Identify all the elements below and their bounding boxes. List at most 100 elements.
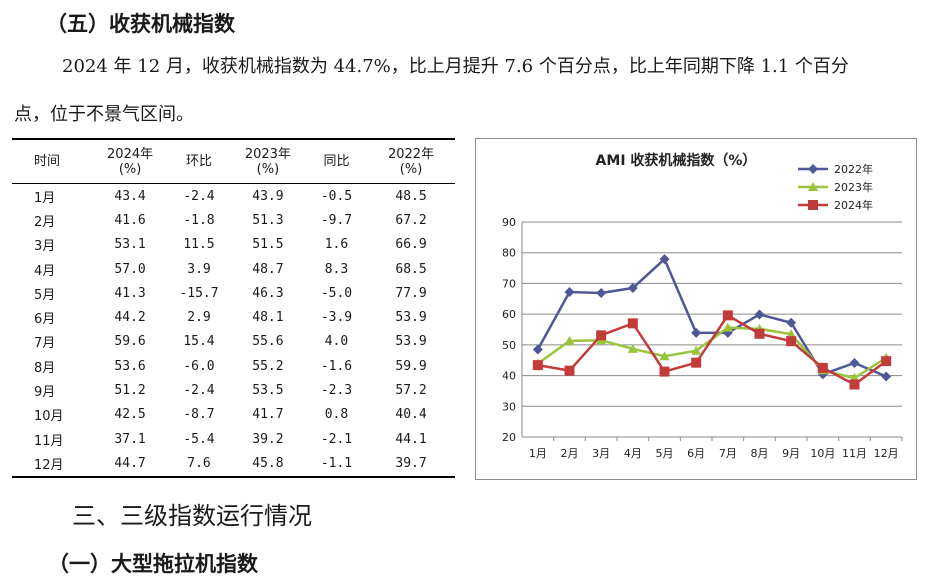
table-cell: 51.3 <box>252 212 284 228</box>
table-cell: -9.7 <box>320 212 353 228</box>
x-tick-label: 3月 <box>592 447 610 460</box>
table-cell: -8.7 <box>183 407 215 423</box>
table-cell: 6月 <box>34 312 56 328</box>
table-row: 3月 53.1 11.5 51.5 1.6 66.9 <box>12 233 455 257</box>
table-row: 10月 42.5 -8.7 41.7 0.8 40.4 <box>12 403 455 427</box>
table-row: 11月 37.1 -5.4 39.2 -2.1 44.1 <box>12 427 455 451</box>
table-cell: 43.4 <box>114 188 146 204</box>
data-point <box>564 335 575 345</box>
data-point <box>849 379 860 390</box>
table-header-cell: 时间 <box>34 154 61 169</box>
table-cell: 41.3 <box>114 285 146 301</box>
table-cell: -2.4 <box>183 383 215 399</box>
table-cell: 37.1 <box>114 431 146 447</box>
data-point <box>627 343 638 353</box>
y-tick-label: 40 <box>502 370 516 383</box>
series-line-2022年 <box>536 257 887 378</box>
table-row: 4月 57.0 3.9 48.7 8.3 68.5 <box>12 257 455 281</box>
table-cell: 3月 <box>34 239 56 255</box>
data-point <box>786 336 797 347</box>
table-header-cell: 2023年 (%) <box>244 146 291 177</box>
table-cell: 48.5 <box>395 188 427 204</box>
data-point <box>881 371 892 382</box>
table-cell: 1月 <box>34 190 56 206</box>
legend-marker <box>808 164 818 174</box>
table-cell: -15.7 <box>179 285 219 301</box>
data-point <box>596 330 607 341</box>
table-cell: 11月 <box>34 433 64 449</box>
data-point <box>532 344 543 355</box>
table-cell: 2月 <box>34 214 56 230</box>
index-table: 时间 2024年 (%) 环比 2023年 (%) 同比 2022年 (%) 1月 43.4… <box>12 138 455 478</box>
table-cell: -3.9 <box>320 310 353 326</box>
index-table-container: 时间 2024年 (%) 环比 2023年 (%) 同比 2022年 (%) 1月 43.4… <box>12 138 455 478</box>
table-cell: -1.1 <box>320 455 353 471</box>
data-point <box>659 351 670 361</box>
data-point <box>786 329 797 339</box>
table-cell: -0.5 <box>320 188 353 204</box>
data-point <box>659 254 670 265</box>
table-cell: 39.7 <box>395 455 427 471</box>
table-cell: 39.2 <box>252 431 284 447</box>
table-cell: 1.6 <box>324 237 349 253</box>
line-chart: AMI 收获机械指数（%） 20 30 40 50 60 70 80 90 1月 2月 3月 4月 5月 6… <box>502 152 903 460</box>
data-point <box>786 317 797 328</box>
table-cell: 7.6 <box>187 455 211 471</box>
legend-marker <box>808 182 818 191</box>
table-cell: 68.5 <box>395 261 427 277</box>
data-point <box>722 322 733 332</box>
table-cell: 53.6 <box>114 358 146 374</box>
table-header-cell: 2024年 (%) <box>107 146 154 177</box>
x-tick-label: 12月 <box>874 447 899 460</box>
data-point <box>596 287 607 298</box>
table-cell: 44.2 <box>114 310 146 326</box>
table-cell: 11.5 <box>183 237 215 253</box>
x-tick-label: 8月 <box>751 447 769 460</box>
table-cell: 10月 <box>34 409 64 425</box>
data-point <box>691 357 702 368</box>
table-cell: 43.9 <box>252 188 284 204</box>
table-cell: 59.9 <box>395 358 427 374</box>
table-cell: -5.4 <box>183 431 215 447</box>
data-point <box>691 327 702 338</box>
table-cell: 7月 <box>34 336 56 352</box>
table-cell: 53.1 <box>114 237 146 253</box>
table-cell: 67.2 <box>395 212 427 228</box>
table-cell: 59.6 <box>114 334 146 350</box>
paragraph-line-1: 2024 年 12 月，收获机械指数为 44.7%，比上月提升 7.6 个百分点… <box>62 56 849 77</box>
x-tick-label: 7月 <box>719 447 737 460</box>
section-heading: （五）收获机械指数 <box>46 12 235 36</box>
table-cell: 12月 <box>34 457 64 473</box>
table-row: 2月 41.6 -1.8 51.3 -9.7 67.2 <box>12 208 455 232</box>
table-row: 5月 41.3 -15.7 46.3 -5.0 77.9 <box>12 281 455 305</box>
table-cell: 45.8 <box>252 455 284 471</box>
section-3-heading: 三、三级指数运行情况 <box>72 502 312 530</box>
y-tick-label: 30 <box>502 400 516 413</box>
table-header-cell: 环比 <box>185 154 212 169</box>
table-cell: 2.9 <box>187 310 211 326</box>
x-tick-label: 2月 <box>561 447 579 460</box>
table-cell: 8月 <box>34 360 56 376</box>
table-cell: 9月 <box>34 385 56 401</box>
table-cell: -5.0 <box>320 285 353 301</box>
series-line-2024年 <box>537 313 887 386</box>
table-cell: 3.9 <box>187 261 211 277</box>
data-point <box>691 345 702 355</box>
y-tick-label: 20 <box>502 431 516 444</box>
x-tick-label: 10月 <box>810 447 835 460</box>
table-cell: 48.1 <box>252 310 284 326</box>
table-row: 12月 44.7 7.6 45.8 -1.1 39.7 <box>12 451 455 477</box>
y-tick-label: 50 <box>502 339 516 352</box>
y-tick-label: 60 <box>502 308 516 321</box>
table-cell: 77.9 <box>395 285 427 301</box>
legend-label: 2024年 <box>834 198 873 212</box>
table-header-cell: 2022年 (%) <box>387 146 435 177</box>
table-row: 9月 51.2 -2.4 53.5 -2.3 57.2 <box>12 378 455 402</box>
data-point <box>817 362 828 373</box>
table-cell: 53.5 <box>252 383 284 399</box>
table-header-cell: 同比 <box>323 154 350 169</box>
x-tick-label: 11月 <box>842 447 867 460</box>
table-header-row: 时间 2024年 (%) 环比 2023年 (%) 同比 2022年 (%) <box>12 139 455 184</box>
table-cell: -2.4 <box>183 188 215 204</box>
x-tick-label: 5月 <box>656 447 674 460</box>
